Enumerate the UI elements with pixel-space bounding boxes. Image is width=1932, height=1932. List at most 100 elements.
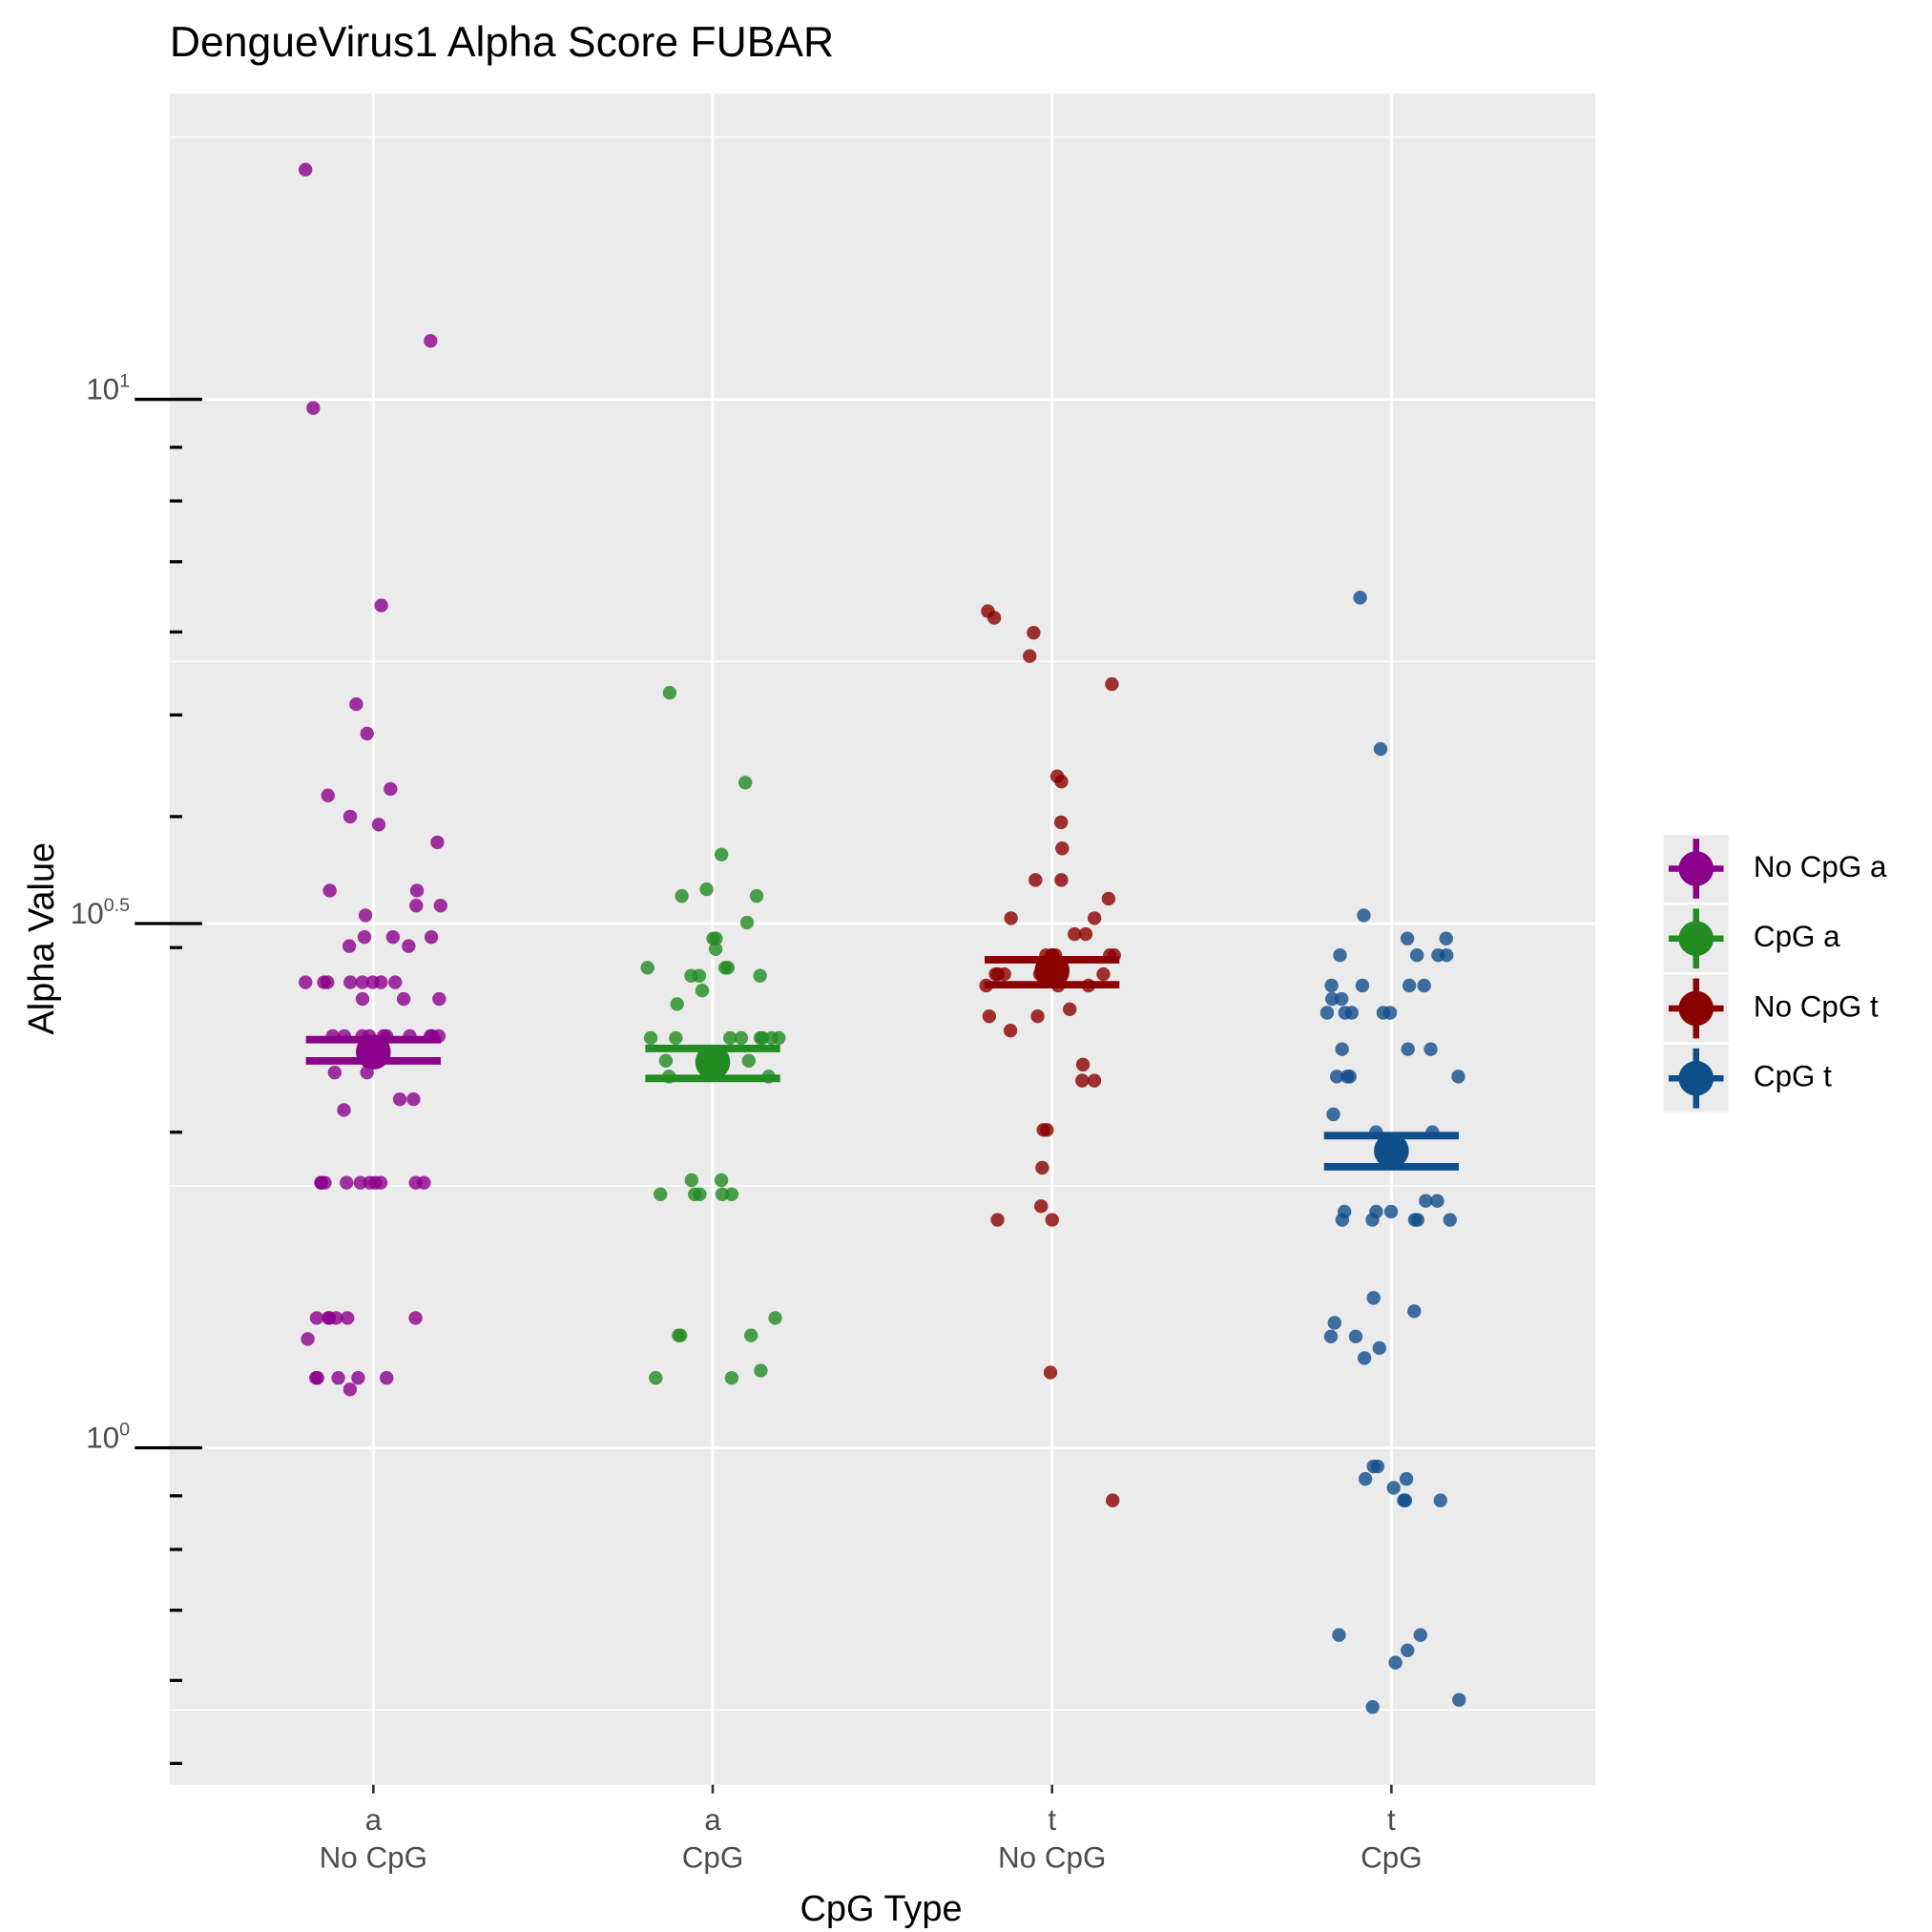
point xyxy=(714,1173,729,1188)
point xyxy=(1030,1008,1045,1024)
point xyxy=(753,968,767,983)
point xyxy=(402,939,416,953)
legend-label: No CpG t xyxy=(1754,989,1879,1023)
point xyxy=(392,1092,407,1107)
point xyxy=(768,1311,782,1325)
point xyxy=(1332,1628,1346,1642)
x-tick-label: CpG xyxy=(682,1840,744,1874)
point xyxy=(353,1175,367,1190)
point xyxy=(360,726,374,741)
y-tick-label: 101 xyxy=(86,370,130,405)
point xyxy=(1323,1329,1339,1344)
point xyxy=(1327,1316,1341,1330)
panel-background xyxy=(169,93,1595,1785)
point xyxy=(723,1030,737,1046)
point xyxy=(321,975,335,989)
point xyxy=(1075,1057,1091,1072)
point xyxy=(693,1187,707,1202)
point xyxy=(374,598,388,613)
point xyxy=(380,1371,394,1385)
y-axis-title: Alpha Value xyxy=(22,842,62,1035)
point xyxy=(357,929,372,945)
point xyxy=(1325,991,1340,1007)
x-tick-label: t xyxy=(1387,1803,1396,1837)
point xyxy=(715,1187,730,1202)
point xyxy=(662,685,677,700)
point xyxy=(754,1363,768,1378)
point xyxy=(1358,1471,1373,1486)
point xyxy=(321,788,335,802)
point xyxy=(1096,966,1111,982)
x-tick-label: a xyxy=(704,1803,721,1837)
point xyxy=(1397,1493,1411,1507)
point xyxy=(424,929,439,945)
point xyxy=(424,334,438,348)
point xyxy=(1324,978,1339,993)
point xyxy=(675,888,689,904)
point xyxy=(408,1311,423,1325)
point xyxy=(371,818,386,832)
point xyxy=(658,1053,674,1068)
point xyxy=(684,1173,698,1188)
point xyxy=(1027,625,1041,640)
point xyxy=(1413,1628,1427,1642)
point xyxy=(708,942,723,956)
point xyxy=(1357,908,1371,923)
point xyxy=(1357,1351,1372,1365)
point xyxy=(409,883,425,898)
point xyxy=(724,1187,739,1202)
summary xyxy=(305,953,1460,1171)
point xyxy=(724,1371,739,1385)
legend: No CpG a CpG a No CpG t CpG t xyxy=(1663,835,1887,1112)
points xyxy=(298,162,1466,1714)
point xyxy=(1451,1070,1465,1084)
point xyxy=(1443,1213,1457,1227)
point xyxy=(355,991,370,1007)
point xyxy=(1355,978,1370,993)
point xyxy=(1003,1024,1018,1038)
point xyxy=(649,1371,663,1385)
x-tick-label: CpG xyxy=(1361,1840,1423,1874)
point xyxy=(309,1371,323,1385)
point xyxy=(1333,948,1347,963)
point xyxy=(714,847,729,862)
point xyxy=(1407,1304,1422,1319)
point xyxy=(1045,1213,1059,1227)
point xyxy=(406,1092,421,1107)
point xyxy=(653,1187,668,1202)
point xyxy=(684,968,698,983)
point xyxy=(433,898,447,913)
point xyxy=(327,1065,343,1080)
legend-label: CpG a xyxy=(1754,920,1840,953)
y-tick-label: 100.5 xyxy=(71,895,130,930)
point xyxy=(764,1030,779,1046)
point xyxy=(1365,1213,1380,1227)
point xyxy=(640,961,654,975)
point xyxy=(1068,926,1082,942)
point xyxy=(1319,1006,1335,1020)
point xyxy=(990,1213,1005,1227)
point xyxy=(430,835,445,850)
point xyxy=(1055,841,1070,856)
mean-point xyxy=(356,1034,391,1070)
legend-label: CpG t xyxy=(1754,1060,1832,1093)
point xyxy=(1106,1493,1120,1507)
point xyxy=(1340,1070,1355,1084)
point xyxy=(673,1328,688,1342)
point xyxy=(358,908,373,923)
point xyxy=(1063,1002,1077,1017)
point xyxy=(409,898,424,913)
point xyxy=(1430,1194,1444,1208)
point xyxy=(365,975,380,989)
point xyxy=(1334,991,1349,1007)
point xyxy=(699,882,714,897)
legend-label: No CpG a xyxy=(1754,850,1887,883)
point xyxy=(1383,1204,1399,1219)
x-axis-title: CpG Type xyxy=(800,1889,963,1929)
legend-key-point xyxy=(1678,1060,1714,1096)
point xyxy=(997,966,1011,982)
point xyxy=(1376,1006,1391,1020)
point xyxy=(734,1030,749,1046)
point xyxy=(1335,1213,1350,1227)
